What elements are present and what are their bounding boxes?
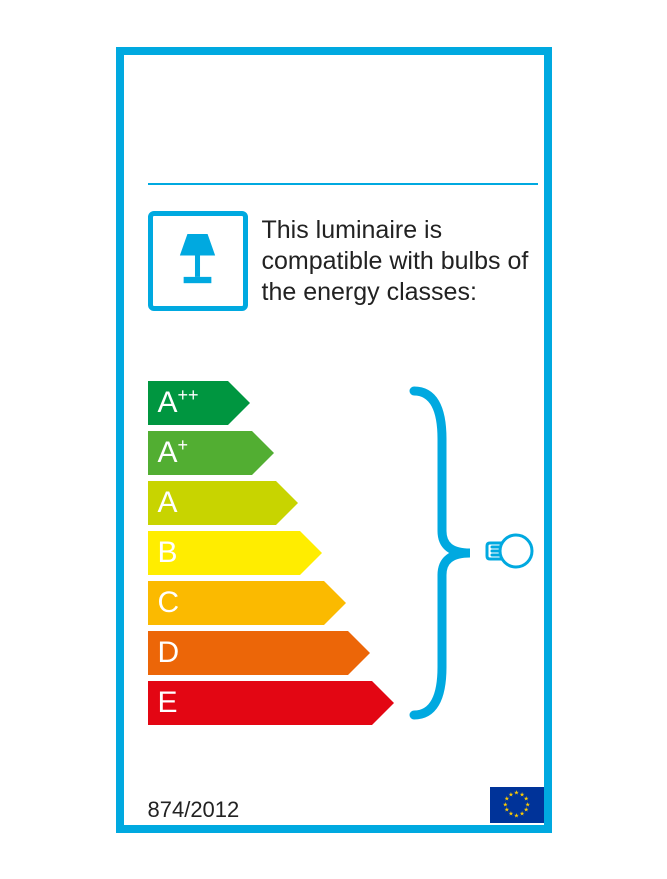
luminaire-icon-box — [148, 211, 248, 311]
eu-flag: ★★★★★★★★★★★★ — [490, 787, 544, 823]
energy-arrow-label: A — [158, 486, 178, 520]
energy-label: This luminaire is compatible with bulbs … — [116, 47, 552, 833]
energy-arrow-A+: A+ — [148, 431, 274, 475]
energy-arrow-E: E — [148, 681, 394, 725]
energy-arrow-C: C — [148, 581, 346, 625]
energy-arrow-A: A — [148, 481, 298, 525]
energy-arrow-label: C — [158, 586, 180, 620]
bulb-icon — [482, 523, 538, 579]
energy-arrow-label: A+ — [158, 436, 189, 470]
energy-arrow-label: A++ — [158, 386, 199, 420]
energy-arrow-D: D — [148, 631, 370, 675]
energy-arrow-label: E — [158, 686, 178, 720]
energy-arrow-B: B — [148, 531, 322, 575]
regulation-number: 874/2012 — [148, 797, 240, 823]
grouping-brace — [408, 381, 478, 725]
energy-arrow-A++: A++ — [148, 381, 250, 425]
header-divider — [148, 183, 538, 185]
compatibility-text: This luminaire is compatible with bulbs … — [262, 215, 542, 309]
energy-arrow-label: B — [158, 536, 178, 570]
lamp-icon — [166, 229, 229, 292]
energy-arrow-label: D — [158, 636, 180, 670]
